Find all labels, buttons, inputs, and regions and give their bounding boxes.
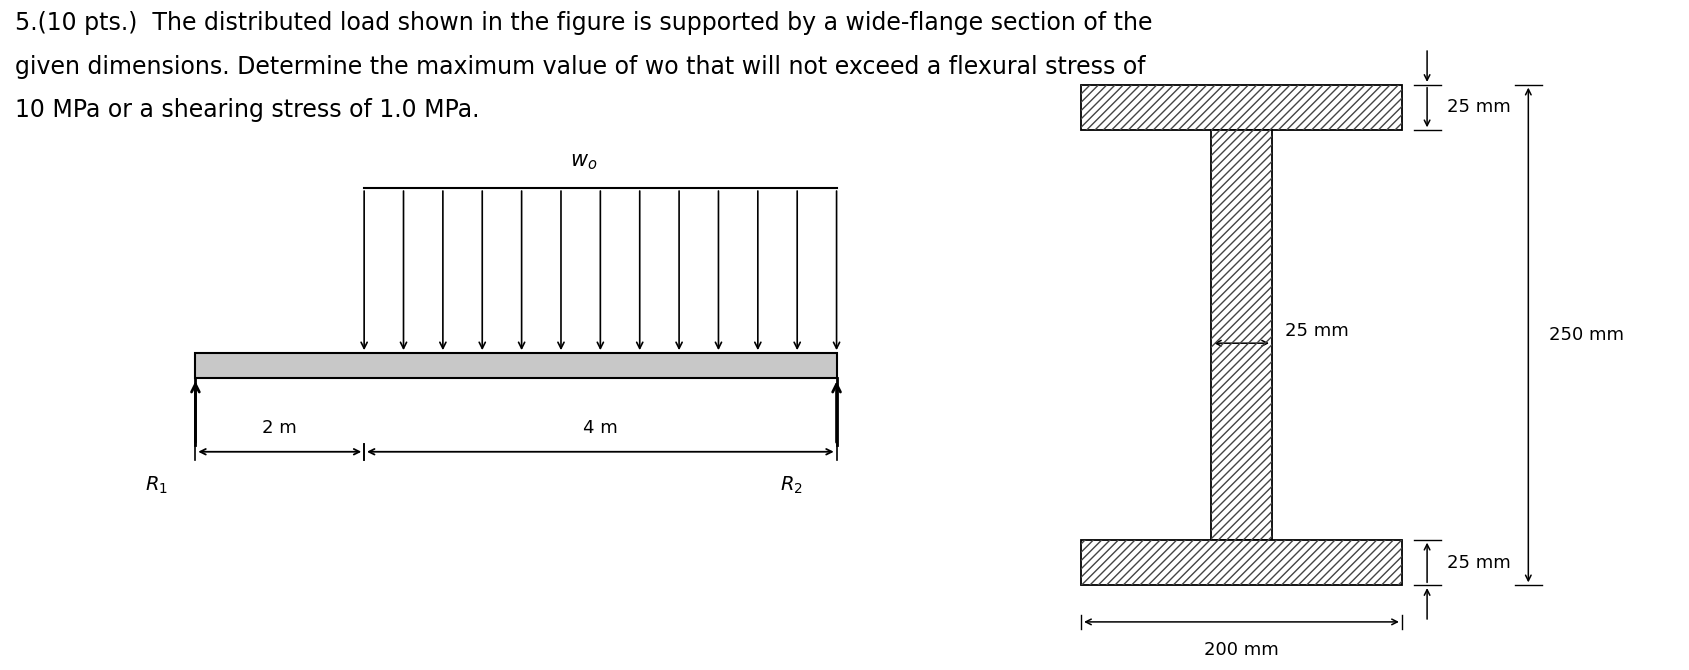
Text: 25 mm: 25 mm <box>1446 98 1510 117</box>
Bar <box>196 353 836 379</box>
Bar <box>1211 130 1272 540</box>
Text: $w_o$: $w_o$ <box>569 151 596 172</box>
Text: 25 mm: 25 mm <box>1446 553 1510 572</box>
Bar <box>1081 540 1400 585</box>
Bar <box>1081 85 1400 130</box>
Text: given dimensions. Determine the maximum value of wo that will not exceed a flexu: given dimensions. Determine the maximum … <box>15 55 1145 79</box>
Bar <box>1081 540 1400 585</box>
Text: 5.(10 pts.)  The distributed load shown in the figure is supported by a wide-fla: 5.(10 pts.) The distributed load shown i… <box>15 11 1152 36</box>
Text: 10 MPa or a shearing stress of 1.0 MPa.: 10 MPa or a shearing stress of 1.0 MPa. <box>15 98 480 122</box>
Bar <box>1211 130 1272 540</box>
Text: 250 mm: 250 mm <box>1547 326 1623 344</box>
Text: 200 mm: 200 mm <box>1203 641 1279 659</box>
Text: $R_2$: $R_2$ <box>779 474 802 496</box>
Text: $R_1$: $R_1$ <box>145 474 167 496</box>
Text: 4 m: 4 m <box>583 419 618 437</box>
Text: 25 mm: 25 mm <box>1285 322 1348 340</box>
Bar <box>1081 85 1400 130</box>
Text: 2 m: 2 m <box>262 419 297 437</box>
